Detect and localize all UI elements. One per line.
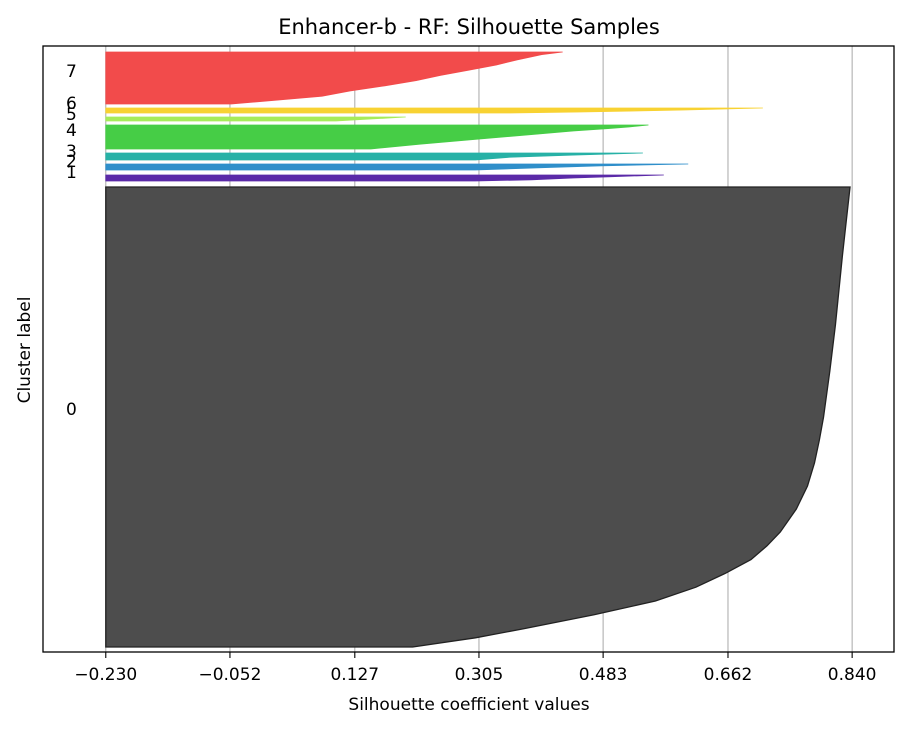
silhouette-cluster-6 xyxy=(105,107,763,114)
x-tick-label: −0.052 xyxy=(198,665,261,685)
x-tick-label: 0.127 xyxy=(330,665,379,685)
y-axis-label: Cluster label xyxy=(15,297,35,404)
silhouette-cluster-3 xyxy=(105,152,643,161)
plot-frame xyxy=(42,45,895,653)
cluster-label-0: 0 xyxy=(66,400,77,420)
x-tick-label: 0.840 xyxy=(828,665,877,685)
cluster-label-5: 5 xyxy=(66,105,77,125)
cluster-label-6: 6 xyxy=(66,94,77,114)
x-axis-label: Silhouette coefficient values xyxy=(348,695,589,715)
silhouette-cluster-5 xyxy=(105,116,406,122)
cluster-label-2: 2 xyxy=(66,152,77,172)
x-tick-label: 0.662 xyxy=(704,665,753,685)
cluster-silhouettes xyxy=(105,51,851,648)
x-tick-label: 0.483 xyxy=(579,665,628,685)
cluster-label-3: 3 xyxy=(66,142,77,162)
cluster-label-1: 1 xyxy=(66,163,77,183)
cluster-label-7: 7 xyxy=(66,62,77,82)
x-tick-label: 0.305 xyxy=(455,665,504,685)
silhouette-cluster-7 xyxy=(105,51,563,105)
chart-title: Enhancer-b - RF: Silhouette Samples xyxy=(278,15,660,39)
silhouette-cluster-0 xyxy=(105,186,851,648)
silhouette-cluster-2 xyxy=(105,163,689,171)
silhouette-cluster-1 xyxy=(105,174,664,182)
x-axis-ticks: −0.230 −0.052 0.127 0.305 0.483 0.662 0.840 xyxy=(74,652,876,685)
cluster-label-4: 4 xyxy=(66,121,77,141)
silhouette-cluster-4 xyxy=(105,124,649,150)
x-tick-label: −0.230 xyxy=(74,665,137,685)
